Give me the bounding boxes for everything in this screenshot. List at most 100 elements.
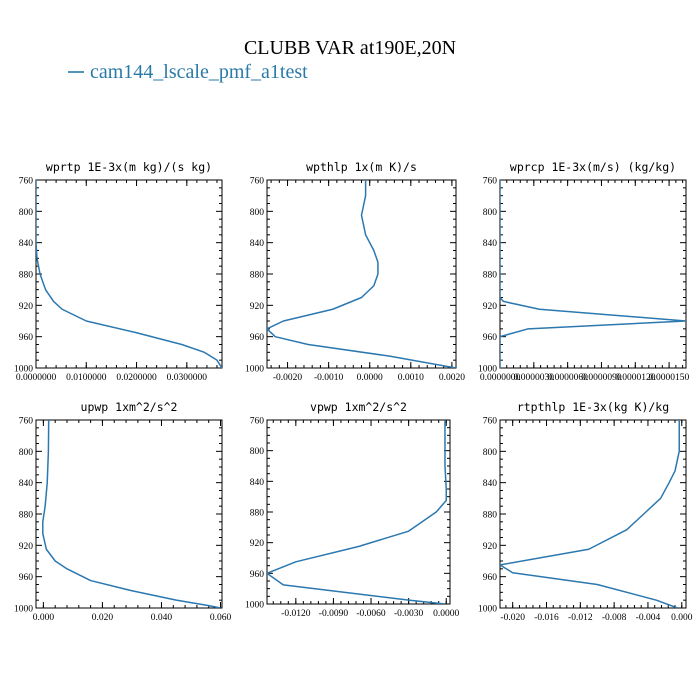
x-tick-label: 0.000 bbox=[671, 613, 693, 623]
y-tick-label: 800 bbox=[250, 208, 265, 218]
panel-title: wprcp 1E-3x(m/s) (kg/kg) bbox=[510, 160, 676, 174]
y-tick-label: 760 bbox=[250, 417, 265, 427]
x-tick-label: 0.0010 bbox=[398, 373, 424, 383]
y-tick-label: 840 bbox=[250, 478, 265, 488]
x-tick-label: 0.0000 bbox=[433, 609, 459, 619]
series-line-1 bbox=[267, 420, 447, 604]
y-tick-label: 960 bbox=[19, 333, 34, 343]
y-tick-label: 800 bbox=[19, 208, 34, 218]
y-tick-label: 840 bbox=[483, 479, 498, 489]
x-tick-label: 0.0000000 bbox=[16, 373, 57, 383]
figure-title: CLUBB VAR at190E,20N bbox=[244, 37, 456, 59]
y-tick-label: 880 bbox=[250, 271, 265, 281]
legend-label: cam144_lscale_pmf_a1test bbox=[90, 61, 308, 83]
y-tick-label: 920 bbox=[483, 542, 498, 552]
x-tick-label: 0.040 bbox=[151, 613, 173, 623]
x-tick-label: -0.0120 bbox=[281, 609, 311, 619]
plot-frame bbox=[499, 419, 687, 609]
panel-title: upwp 1xm^2/s^2 bbox=[81, 400, 178, 414]
y-tick-label: 760 bbox=[250, 177, 265, 187]
y-tick-label: 920 bbox=[483, 302, 498, 312]
y-tick-label: 1000 bbox=[478, 605, 497, 615]
x-tick-label: 0.0000000 bbox=[480, 373, 521, 383]
y-tick-label: 920 bbox=[19, 302, 34, 312]
panel-title: wprtp 1E-3x(m kg)/(s kg) bbox=[46, 160, 212, 174]
x-tick-label: 0.0000030 bbox=[514, 373, 555, 383]
plot-frame bbox=[35, 179, 223, 369]
y-tick-label: 880 bbox=[250, 509, 265, 519]
y-tick-label: 920 bbox=[250, 302, 265, 312]
y-tick-label: 1000 bbox=[245, 601, 264, 611]
x-tick-label: -0.016 bbox=[534, 613, 559, 623]
y-tick-label: 840 bbox=[483, 239, 498, 249]
y-tick-label: 840 bbox=[19, 239, 34, 249]
legend: cam144_lscale_pmf_a1test bbox=[68, 61, 308, 83]
panel-4: upwp 1xm^2/s^2 760 800 840 880 920 960 10000.00… bbox=[14, 400, 231, 623]
series-line-1 bbox=[36, 180, 222, 368]
x-tick-label: 0.0000 bbox=[357, 373, 383, 383]
y-tick-label: 960 bbox=[250, 570, 265, 580]
x-tick-label: -0.004 bbox=[636, 613, 661, 623]
panel-2: wpthlp 1x(m K)/s 760 800 840 880 920 960 1000 -0… bbox=[245, 160, 465, 383]
y-tick-label: 1000 bbox=[478, 365, 497, 375]
panels: wprtp 1E-3x(m kg)/(s kg) 760 800 840 880 920 9… bbox=[14, 160, 693, 623]
panel-title: wpthlp 1x(m K)/s bbox=[306, 160, 417, 174]
y-tick-label: 1000 bbox=[14, 605, 33, 615]
plot-frame bbox=[266, 419, 451, 605]
panel-6: rtpthlp 1E-3x(kg K)/kg 760 800 840 880 920 960… bbox=[478, 400, 693, 623]
y-tick-label: 840 bbox=[250, 239, 265, 249]
y-tick-label: 800 bbox=[19, 448, 34, 458]
y-tick-label: 920 bbox=[250, 539, 265, 549]
y-tick-label: 920 bbox=[19, 542, 34, 552]
y-tick-label: 760 bbox=[19, 417, 34, 427]
y-tick-label: 840 bbox=[19, 479, 34, 489]
panel-5: vpwp 1xm^2/s^2 760 800 840 880 920 960 1000 -0.0… bbox=[245, 400, 460, 619]
x-tick-label: 0.0200000 bbox=[116, 373, 157, 383]
y-tick-label: 800 bbox=[250, 447, 265, 457]
y-tick-label: 880 bbox=[19, 511, 34, 521]
x-tick-label: -0.0010 bbox=[314, 373, 344, 383]
plot-frame bbox=[266, 179, 457, 369]
y-tick-label: 880 bbox=[483, 511, 498, 521]
y-tick-label: 1000 bbox=[14, 365, 33, 375]
y-tick-label: 960 bbox=[250, 333, 265, 343]
y-tick-label: 760 bbox=[19, 177, 34, 187]
panel-1: wprtp 1E-3x(m kg)/(s kg) 760 800 840 880 920 9… bbox=[14, 160, 223, 383]
x-tick-label: -0.020 bbox=[500, 613, 525, 623]
x-tick-label: -0.0020 bbox=[273, 373, 303, 383]
y-tick-label: 880 bbox=[19, 271, 34, 281]
x-tick-label: 0.0000060 bbox=[547, 373, 588, 383]
y-tick-label: 960 bbox=[483, 573, 498, 583]
x-tick-label: 0.0000120 bbox=[615, 373, 656, 383]
y-tick-label: 760 bbox=[483, 177, 498, 187]
x-tick-label: 0.020 bbox=[92, 613, 114, 623]
y-tick-label: 800 bbox=[483, 208, 498, 218]
x-tick-label: 0.0000090 bbox=[581, 373, 622, 383]
y-tick-label: 960 bbox=[483, 333, 498, 343]
plot-frame bbox=[35, 419, 223, 609]
y-tick-label: 1000 bbox=[245, 365, 264, 375]
y-tick-label: 760 bbox=[483, 417, 498, 427]
plot-frame bbox=[499, 179, 687, 369]
panel-3: wprcp 1E-3x(m/s) (kg/kg) 760 800 840 880 920 9… bbox=[478, 160, 690, 383]
y-tick-label: 880 bbox=[483, 271, 498, 281]
x-tick-label: 0.0020 bbox=[439, 373, 465, 383]
x-tick-label: 0.000 bbox=[33, 613, 55, 623]
x-tick-label: -0.012 bbox=[568, 613, 593, 623]
panel-title: vpwp 1xm^2/s^2 bbox=[310, 400, 407, 414]
series-line-1 bbox=[42, 420, 221, 608]
series-line-1 bbox=[500, 420, 680, 608]
x-tick-label: 0.0100000 bbox=[66, 373, 107, 383]
x-tick-label: -0.0060 bbox=[356, 609, 386, 619]
x-tick-label: 0.0300000 bbox=[167, 373, 208, 383]
series-line-1 bbox=[500, 180, 686, 368]
y-tick-label: 800 bbox=[483, 448, 498, 458]
y-tick-label: 960 bbox=[19, 573, 34, 583]
x-tick-label: -0.0090 bbox=[319, 609, 349, 619]
panel-title: rtpthlp 1E-3x(kg K)/kg bbox=[517, 400, 669, 414]
x-tick-label: 0.060 bbox=[210, 613, 232, 623]
x-tick-label: -0.0030 bbox=[394, 609, 424, 619]
x-tick-label: -0.008 bbox=[602, 613, 627, 623]
series-line-1 bbox=[267, 180, 456, 368]
